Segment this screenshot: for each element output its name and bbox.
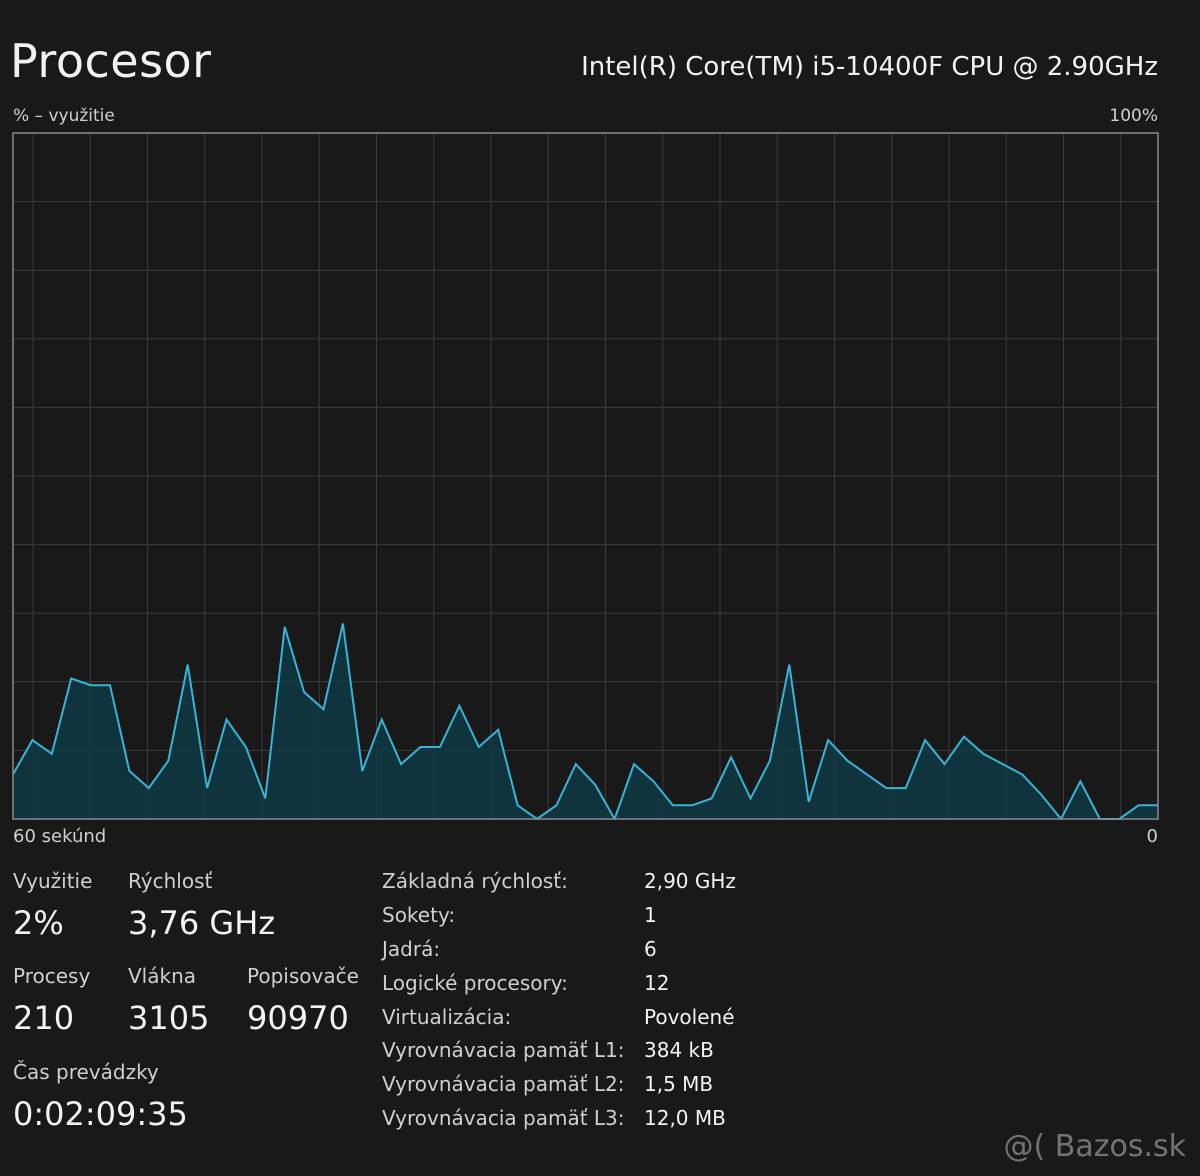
y-axis-min-label: 0 [1146, 826, 1158, 847]
detail-value: 1,5 MB [644, 1072, 714, 1096]
page-title: Procesor [10, 34, 212, 88]
utilization-value: 2% [13, 904, 64, 942]
detail-label: Virtualizácia: [382, 1005, 512, 1029]
threads-label: Vlákna [128, 964, 197, 988]
utilization-area [13, 623, 1158, 819]
uptime-value: 0:02:09:35 [13, 1095, 188, 1133]
utilization-line [12, 623, 1158, 820]
detail-value: Povolené [644, 1005, 735, 1029]
uptime-label: Čas prevádzky [13, 1060, 159, 1084]
detail-label: Logické procesory: [382, 971, 568, 995]
detail-label: Vyrovnávacia pamäť L2: [382, 1072, 625, 1096]
detail-label: Sokety: [382, 903, 456, 927]
y-axis-max-label: 100% [1109, 106, 1158, 126]
detail-label: Jadrá: [382, 937, 441, 961]
watermark: @( Bazos.sk [1003, 1129, 1186, 1164]
detail-value: 6 [644, 937, 657, 961]
detail-value: 12 [644, 971, 670, 995]
detail-value: 384 kB [644, 1038, 714, 1062]
detail-label: Základná rýchlosť: [382, 869, 568, 893]
handles-label: Popisovače [247, 964, 359, 988]
x-axis-label: 60 sekúnd [13, 826, 107, 847]
cpu-utilization-graph [12, 132, 1159, 820]
speed-value: 3,76 GHz [128, 904, 276, 942]
utilization-label: Využitie [13, 869, 93, 893]
cpu-model-name: Intel(R) Core(TM) i5-10400F CPU @ 2.90GH… [581, 52, 1158, 82]
processes-label: Procesy [13, 964, 91, 988]
detail-label: Vyrovnávacia pamäť L1: [382, 1038, 625, 1062]
processes-value: 210 [13, 999, 75, 1037]
detail-label: Vyrovnávacia pamäť L3: [382, 1106, 625, 1130]
graph-border [12, 132, 1159, 820]
handles-value: 90970 [247, 999, 349, 1037]
detail-value: 1 [644, 903, 657, 927]
graph-grid [13, 133, 1158, 819]
detail-value: 12,0 MB [644, 1106, 726, 1130]
y-axis-label: % – využitie [13, 106, 115, 126]
threads-value: 3105 [128, 999, 210, 1037]
detail-value: 2,90 GHz [644, 869, 736, 893]
speed-label: Rýchlosť [128, 869, 213, 893]
